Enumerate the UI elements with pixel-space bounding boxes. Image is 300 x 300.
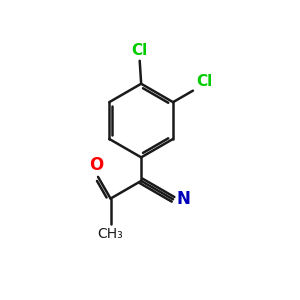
Text: Cl: Cl — [196, 74, 213, 89]
Text: O: O — [89, 156, 104, 174]
Text: Cl: Cl — [132, 44, 148, 59]
Text: CH₃: CH₃ — [98, 227, 123, 242]
Text: N: N — [177, 190, 190, 208]
